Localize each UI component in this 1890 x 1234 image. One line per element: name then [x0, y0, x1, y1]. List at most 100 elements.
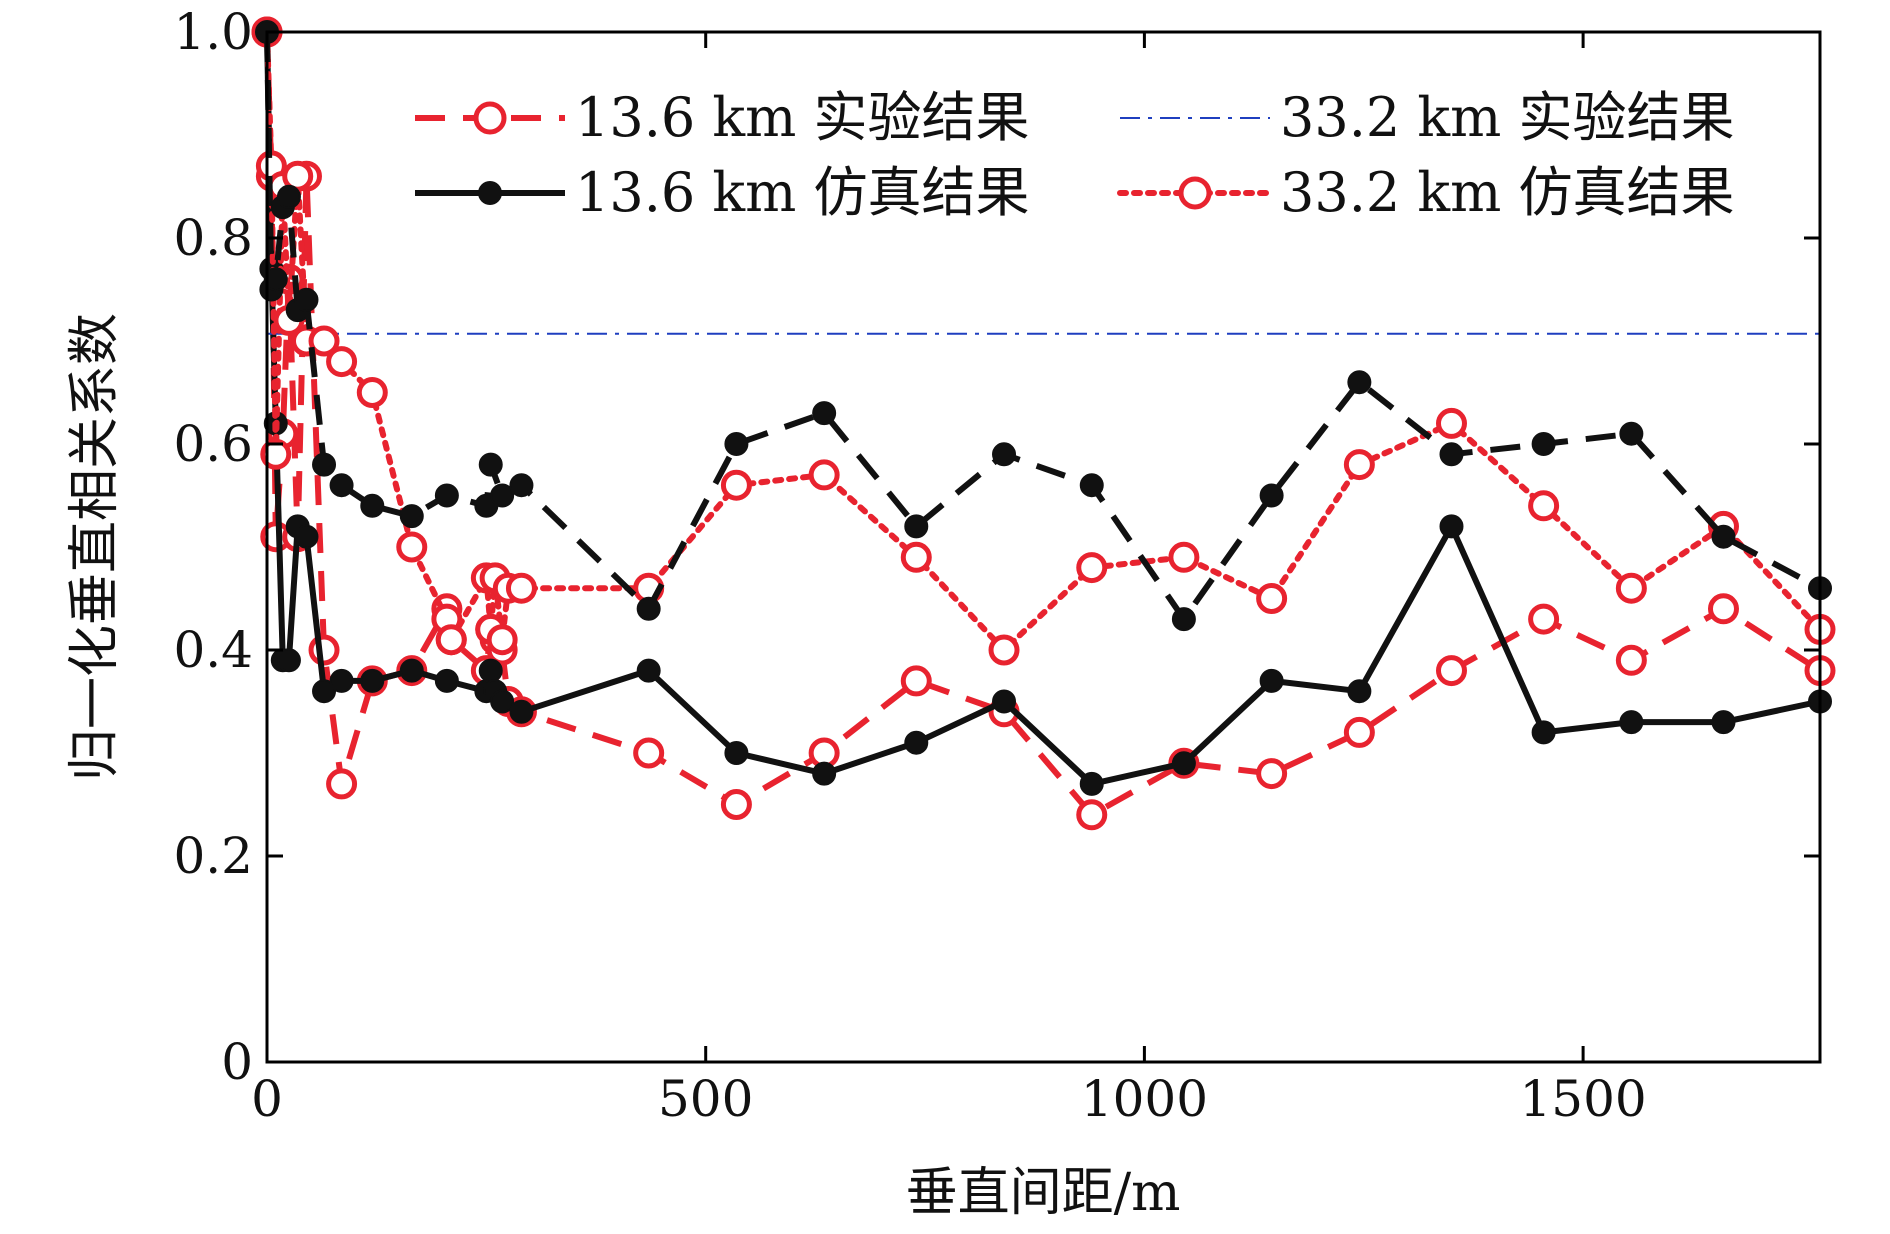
data-point: [1343, 449, 1375, 481]
data-point: [904, 514, 929, 539]
data-point: [1528, 490, 1560, 522]
legend-label: 13.6 km 仿真结果: [575, 161, 1030, 224]
y-tick-label: 1.0: [173, 3, 253, 61]
data-point: [435, 624, 467, 656]
data-point: [1615, 644, 1647, 676]
data-point: [988, 634, 1020, 666]
data-point: [724, 432, 749, 456]
data-point: [434, 483, 459, 508]
legend-background: [410, 78, 1778, 230]
data-point: [356, 377, 388, 408]
data-point: [308, 325, 340, 357]
data-point: [312, 679, 337, 704]
series-4: [255, 20, 1832, 632]
data-point: [1259, 483, 1284, 508]
data-point: [904, 730, 929, 755]
data-point: [1168, 541, 1200, 573]
data-point: [434, 668, 459, 693]
data-point: [1079, 771, 1104, 796]
data-point: [486, 624, 518, 656]
data-point: [900, 541, 932, 573]
data-point: [1259, 668, 1284, 693]
data-point: [1439, 514, 1464, 539]
data-point: [808, 459, 840, 491]
data-point: [1707, 593, 1739, 625]
data-point: [1528, 603, 1560, 635]
data-point: [326, 346, 358, 378]
data-point: [1347, 370, 1372, 395]
data-point: [720, 469, 752, 501]
data-point: [1347, 679, 1372, 704]
y-axis-title: 归一化垂直相关系数: [65, 313, 125, 781]
data-point: [1439, 442, 1464, 467]
data-point: [1171, 751, 1196, 776]
ticks-layer: 0 500 1000 1500 0 0.2 0.4 0.6 0.8 1.0: [173, 3, 1820, 1128]
x-tick-label: 1500: [1519, 1070, 1646, 1128]
data-point: [360, 493, 385, 518]
legend-item: 13.6 km 实验结果: [415, 86, 1030, 149]
data-point: [329, 473, 354, 498]
data-point: [1619, 421, 1644, 446]
data-point: [263, 267, 288, 292]
data-point: [900, 665, 932, 697]
data-point: [1171, 607, 1196, 632]
data-point: [1435, 655, 1467, 687]
data-point: [1076, 552, 1108, 584]
data-point: [1435, 407, 1467, 439]
data-point: [633, 737, 665, 769]
data-point: [329, 668, 354, 693]
data-point: [1619, 710, 1644, 735]
y-tick-label: 0.2: [173, 827, 253, 885]
data-point: [812, 761, 837, 786]
series-layer: [251, 16, 1836, 831]
data-point: [1256, 583, 1288, 614]
data-point: [1531, 432, 1556, 456]
legend-label: 13.6 km 实验结果: [575, 86, 1030, 149]
data-point: [1615, 572, 1647, 604]
data-point: [276, 648, 301, 673]
y-tick-label: 0.4: [173, 621, 253, 679]
data-point: [490, 483, 515, 508]
data-point: [360, 668, 385, 693]
data-point: [308, 634, 340, 666]
series-1: [255, 20, 1832, 796]
data-point: [396, 531, 428, 563]
data-point: [1711, 524, 1736, 549]
legend: 13.6 km 实验结果 13.6 km 仿真结果 33.2 km 实验结果 33.2…: [415, 86, 1735, 224]
data-point: [636, 658, 661, 683]
data-point: [505, 572, 537, 604]
data-point: [294, 524, 319, 549]
data-point: [478, 452, 503, 477]
legend-marker: [473, 101, 507, 135]
data-point: [509, 473, 534, 498]
data-point: [509, 699, 534, 724]
x-axis-title: 垂直间距/m: [906, 1163, 1181, 1223]
series-3: [251, 16, 1836, 666]
data-point: [720, 789, 752, 820]
legend-marker: [478, 181, 502, 205]
data-point: [1076, 799, 1108, 831]
legend-item: 13.6 km 仿真结果: [415, 161, 1030, 224]
x-tick-label: 0: [251, 1070, 283, 1128]
data-point: [812, 401, 837, 426]
data-point: [1711, 710, 1736, 735]
data-point: [399, 504, 424, 529]
plot-frame: [265, 30, 1822, 1064]
data-point: [1531, 720, 1556, 745]
data-point: [1079, 473, 1104, 498]
data-point: [326, 768, 358, 800]
y-tick-label: 0.8: [173, 209, 253, 267]
data-point: [636, 596, 661, 621]
data-point: [312, 452, 337, 477]
data-point: [1256, 758, 1288, 790]
x-tick-label: 1000: [1081, 1070, 1208, 1128]
y-tick-label: 0: [221, 1033, 253, 1091]
data-point: [992, 442, 1017, 467]
legend-label: 33.2 km 仿真结果: [1280, 161, 1735, 224]
data-point: [490, 689, 515, 714]
data-point: [260, 438, 292, 470]
data-point: [724, 741, 749, 765]
data-point: [276, 184, 301, 209]
